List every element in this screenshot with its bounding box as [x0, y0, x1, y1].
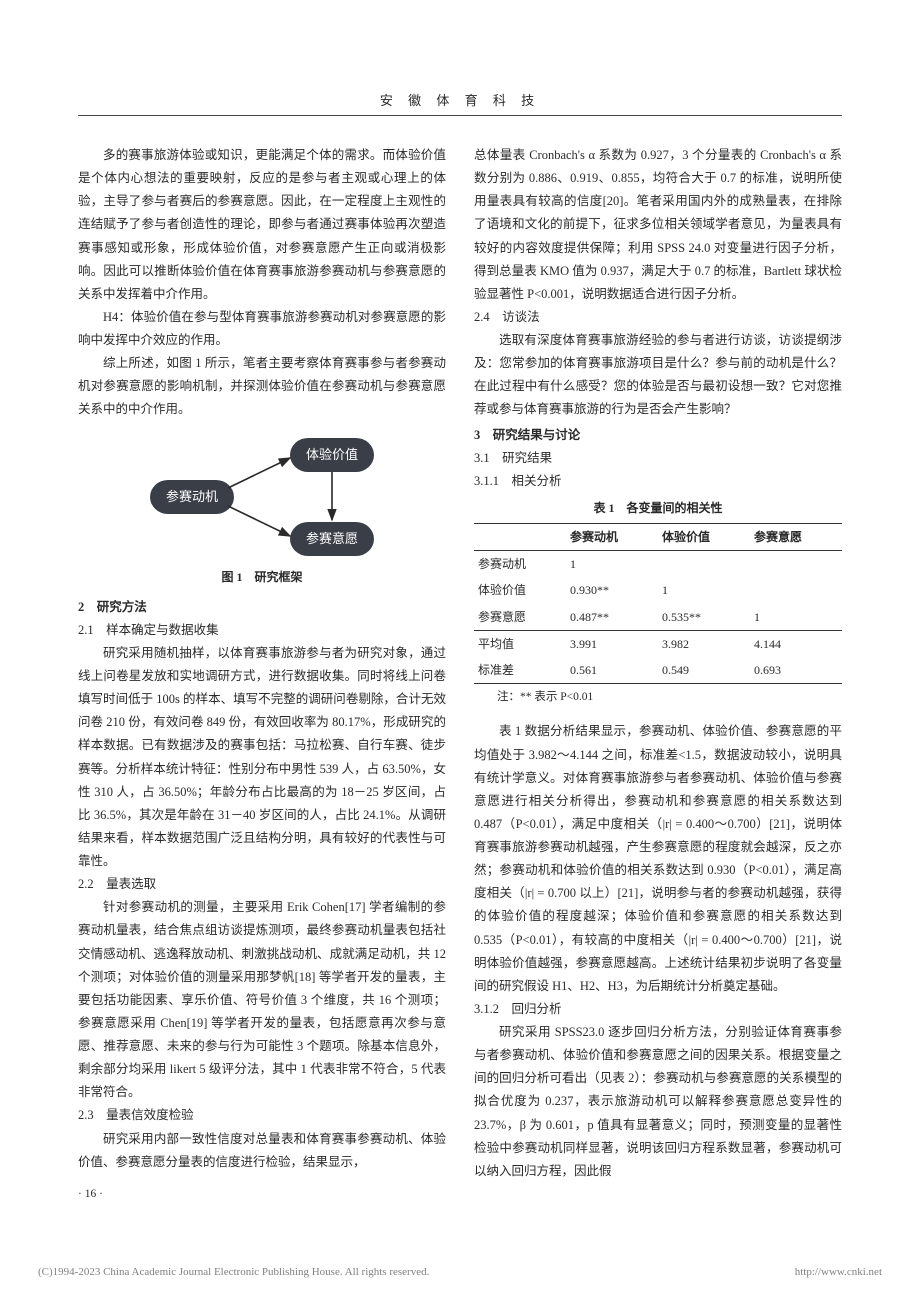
table-cell	[750, 577, 842, 603]
subsection-heading: 2.2 量表选取	[78, 873, 446, 896]
table-cell: 1	[658, 577, 750, 603]
right-column: 总体量表 Cronbach's α 系数为 0.927，3 个分量表的 Cron…	[474, 144, 842, 1205]
left-column: 多的赛事旅游体验或知识，更能满足个体的需求。而体验价值是个体内心想法的重要映射，…	[78, 144, 446, 1205]
table-cell: 0.930**	[566, 577, 658, 603]
body-paragraph: 多的赛事旅游体验或知识，更能满足个体的需求。而体验价值是个体内心想法的重要映射，…	[78, 144, 446, 306]
copyright-text: (C)1994-2023 China Academic Journal Elec…	[38, 1266, 429, 1278]
table-cell: 3.982	[658, 630, 750, 657]
table-cell: 平均值	[474, 630, 566, 657]
table-cell: 1	[566, 551, 658, 578]
table-cell: 0.549	[658, 657, 750, 684]
table-cell: 标准差	[474, 657, 566, 684]
section-heading: 3 研究结果与讨论	[474, 424, 842, 447]
table-header-cell: 体验价值	[658, 524, 750, 551]
two-column-body: 多的赛事旅游体验或知识，更能满足个体的需求。而体验价值是个体内心想法的重要映射，…	[78, 144, 842, 1205]
table-row: 标准差 0.561 0.549 0.693	[474, 657, 842, 684]
table-cell: 3.991	[566, 630, 658, 657]
table-cell: 参赛意愿	[474, 604, 566, 631]
figure-1: 参赛动机 体验价值 参赛意愿 图 1 研究框架	[78, 432, 446, 588]
table-header-row: 参赛动机 体验价值 参赛意愿	[474, 524, 842, 551]
node-label: 参赛意愿	[306, 531, 358, 546]
hypothesis-h4: H4：体验价值在参与型体育赛事旅游参赛动机对参赛意愿的影响中发挥中介效应的作用。	[78, 306, 446, 352]
subsection-heading: 3.1 研究结果	[474, 447, 842, 470]
page-footer: (C)1994-2023 China Academic Journal Elec…	[0, 1266, 920, 1278]
body-paragraph: 总体量表 Cronbach's α 系数为 0.927，3 个分量表的 Cron…	[474, 144, 842, 306]
table-header-cell: 参赛意愿	[750, 524, 842, 551]
correlation-table: 参赛动机 体验价值 参赛意愿 参赛动机 1 体验价值 0.930** 1	[474, 523, 842, 684]
table-cell	[658, 551, 750, 578]
table-row: 参赛动机 1	[474, 551, 842, 578]
table-cell: 体验价值	[474, 577, 566, 603]
table-row: 参赛意愿 0.487** 0.535** 1	[474, 604, 842, 631]
subsection-heading: 2.3 量表信效度检验	[78, 1104, 446, 1127]
body-paragraph: 表 1 数据分析结果显示，参赛动机、体验价值、参赛意愿的平均值处于 3.982～…	[474, 720, 842, 998]
subsection-heading: 2.1 样本确定与数据收集	[78, 619, 446, 642]
page-content: 安 徽 体 育 科 技 多的赛事旅游体验或知识，更能满足个体的需求。而体验价值是…	[0, 0, 920, 1245]
subsection-heading: 2.4 访谈法	[474, 306, 842, 329]
page-number: · 16 ·	[78, 1184, 446, 1205]
running-head: 安 徽 体 育 科 技	[78, 90, 842, 116]
table-footnote: 注：** 表示 P<0.01	[474, 687, 842, 708]
framework-diagram: 参赛动机 体验价值 参赛意愿	[142, 432, 382, 562]
table-cell: 0.693	[750, 657, 842, 684]
subsection-heading: 3.1.2 回归分析	[474, 998, 842, 1021]
section-heading: 2 研究方法	[78, 596, 446, 619]
arrow-icon	[228, 506, 290, 536]
table-header-cell	[474, 524, 566, 551]
subsection-heading: 3.1.1 相关分析	[474, 470, 842, 493]
arrow-icon	[228, 458, 290, 488]
table-row: 平均值 3.991 3.982 4.144	[474, 630, 842, 657]
table-cell: 0.535**	[658, 604, 750, 631]
body-paragraph: 综上所述，如图 1 所示，笔者主要考察体育赛事参与者参赛动机对参赛意愿的影响机制…	[78, 352, 446, 421]
node-label: 体验价值	[306, 447, 358, 462]
table-cell: 0.487**	[566, 604, 658, 631]
table-cell: 0.561	[566, 657, 658, 684]
body-paragraph: 研究采用内部一致性信度对总量表和体育赛事参赛动机、体验价值、参赛意愿分量表的信度…	[78, 1128, 446, 1174]
table-caption: 表 1 各变量间的相关性	[474, 497, 842, 519]
table-cell	[750, 551, 842, 578]
table-cell: 4.144	[750, 630, 842, 657]
table-cell: 参赛动机	[474, 551, 566, 578]
figure-caption: 图 1 研究框架	[78, 566, 446, 588]
table-header-cell: 参赛动机	[566, 524, 658, 551]
body-paragraph: 针对参赛动机的测量，主要采用 Erik Cohen[17] 学者编制的参赛动机量…	[78, 896, 446, 1104]
body-paragraph: 研究采用随机抽样，以体育赛事旅游参与者为研究对象，通过线上问卷星发放和实地调研方…	[78, 642, 446, 873]
body-paragraph: 研究采用 SPSS23.0 逐步回归分析方法，分别验证体育赛事参与者参赛动机、体…	[474, 1021, 842, 1183]
table-cell: 1	[750, 604, 842, 631]
node-label: 参赛动机	[166, 489, 218, 504]
footer-url: http://www.cnki.net	[795, 1266, 882, 1278]
body-paragraph: 选取有深度体育赛事旅游经验的参与者进行访谈，访谈提纲涉及：您常参加的体育赛事旅游…	[474, 329, 842, 422]
table-row: 体验价值 0.930** 1	[474, 577, 842, 603]
